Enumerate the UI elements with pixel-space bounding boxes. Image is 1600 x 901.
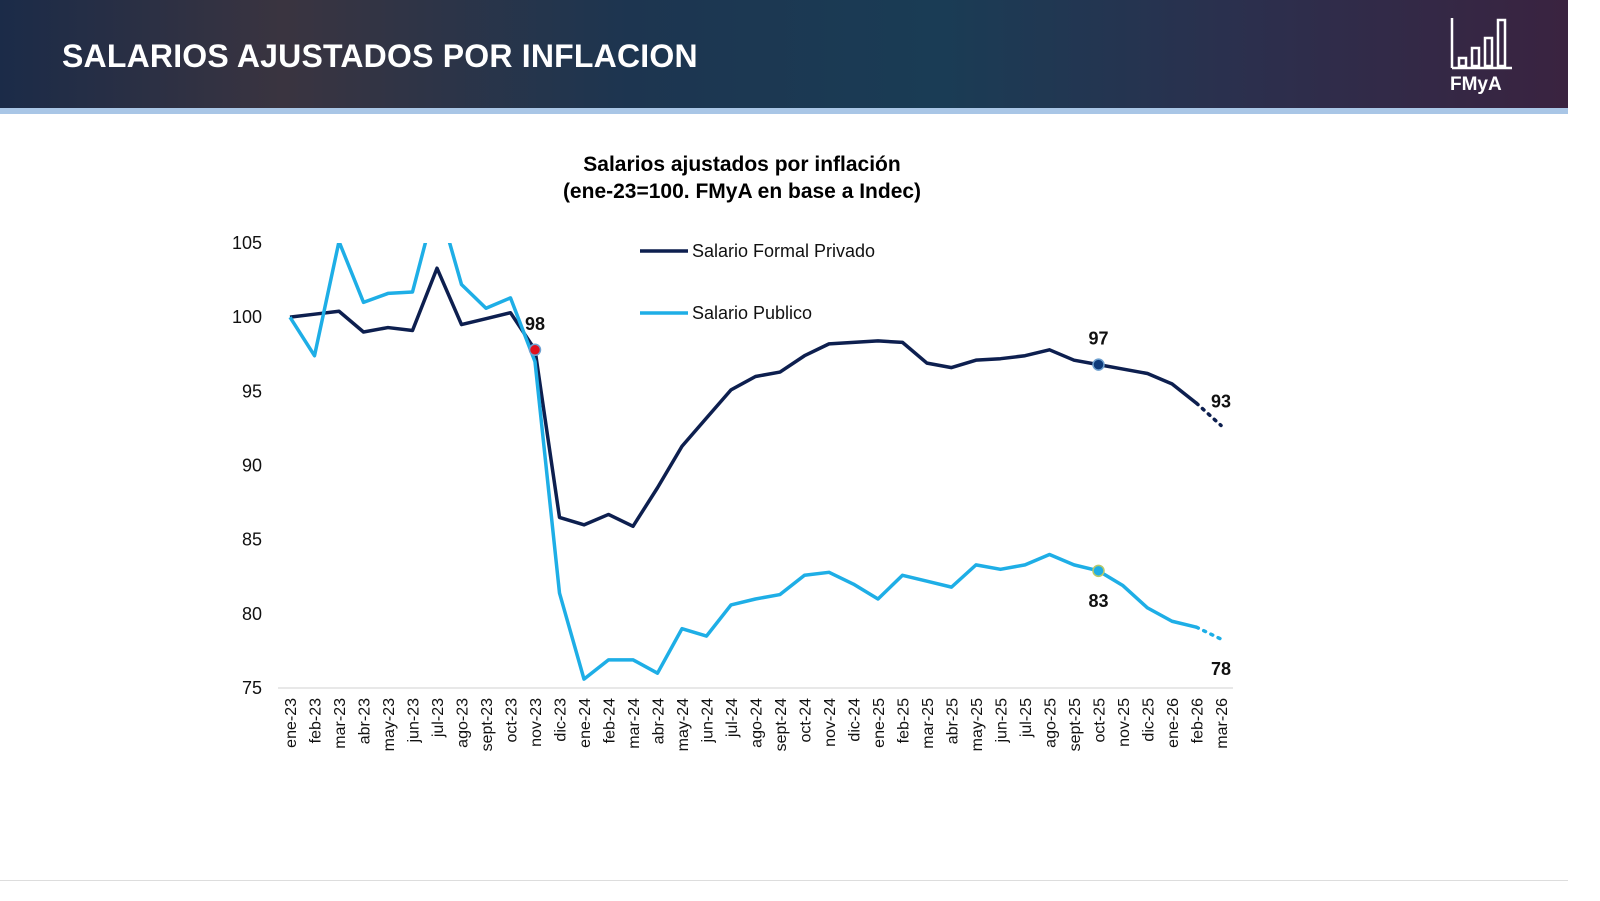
data-label: 97 — [1088, 329, 1108, 349]
x-tick-label: sept-24 — [773, 698, 790, 751]
bar-chart-icon — [1450, 18, 1512, 70]
x-tick-label: feb-23 — [308, 698, 325, 743]
legend-label: Salario Publico — [692, 303, 812, 323]
x-tick-label: nov-25 — [1116, 698, 1133, 747]
y-tick-label: 90 — [242, 456, 262, 476]
x-tick-label: jul-23 — [430, 698, 447, 738]
header-banner — [0, 0, 1568, 108]
legend-label: Salario Formal Privado — [692, 241, 875, 261]
x-tick-label: feb-25 — [896, 698, 913, 743]
x-tick-label: mar-25 — [920, 698, 937, 749]
fmya-logo: FMyA — [1446, 14, 1516, 96]
x-tick-label: oct-25 — [1092, 698, 1109, 743]
x-tick-label: oct-23 — [504, 698, 521, 743]
data-label: 98 — [525, 314, 545, 334]
series-projection-0 — [1194, 401, 1223, 428]
series-line-0 — [289, 266, 1198, 529]
y-tick-label: 105 — [232, 233, 262, 253]
chart-subtitle: (ene-23=100. FMyA en base a Indec) — [563, 180, 921, 203]
x-tick-label: jun-23 — [406, 698, 423, 744]
x-tick-label: nov-23 — [528, 698, 545, 747]
x-tick-label: ago-24 — [749, 698, 766, 748]
x-tick-label: feb-26 — [1190, 698, 1207, 743]
y-tick-label: 80 — [242, 604, 262, 624]
y-tick-label: 95 — [242, 381, 262, 401]
x-tick-label: jul-24 — [724, 698, 741, 738]
logo-text: FMyA — [1450, 74, 1502, 95]
data-label: 93 — [1211, 391, 1231, 411]
x-tick-label: ene-24 — [577, 698, 594, 748]
x-tick-label: ago-23 — [455, 698, 472, 748]
x-tick-label: ene-23 — [283, 698, 300, 748]
footer-divider — [0, 880, 1568, 881]
x-tick-label: feb-24 — [602, 698, 619, 743]
x-tick-label: dic-24 — [847, 698, 864, 742]
data-point-marker — [528, 343, 542, 357]
x-tick-label: mar-23 — [332, 698, 349, 749]
x-tick-label: may-25 — [969, 698, 986, 751]
data-label: 78 — [1211, 659, 1231, 679]
x-tick-label: sept-23 — [479, 698, 496, 751]
x-tick-label: abr-25 — [945, 698, 962, 744]
y-tick-label: 85 — [242, 530, 262, 550]
x-tick-label: ago-25 — [1043, 698, 1060, 748]
series-line-1 — [288, 243, 1197, 681]
x-tick-label: may-24 — [675, 698, 692, 751]
x-tick-label: sept-25 — [1067, 698, 1084, 751]
header-divider — [0, 108, 1568, 114]
page-title: SALARIOS AJUSTADOS POR INFLACION — [62, 38, 698, 74]
x-tick-label: jun-24 — [700, 698, 717, 744]
x-tick-label: ene-26 — [1165, 698, 1182, 748]
data-label: 83 — [1088, 591, 1108, 611]
y-tick-label: 75 — [242, 678, 262, 698]
x-tick-label: jun-25 — [994, 698, 1011, 744]
x-tick-label: abr-24 — [651, 698, 668, 744]
x-tick-label: dic-25 — [1141, 698, 1158, 742]
x-tick-label: nov-24 — [822, 698, 839, 747]
x-tick-label: mar-24 — [626, 698, 643, 749]
x-tick-label: ene-25 — [871, 698, 888, 748]
x-tick-label: abr-23 — [357, 698, 374, 744]
x-tick-label: may-23 — [381, 698, 398, 751]
x-tick-label: oct-24 — [798, 698, 815, 743]
chart-title: Salarios ajustados por inflación — [583, 153, 900, 176]
x-tick-label: jul-25 — [1018, 698, 1035, 738]
series-projection-1 — [1194, 625, 1223, 641]
y-tick-label: 100 — [232, 307, 262, 327]
data-point-marker — [1092, 564, 1105, 578]
x-tick-label: mar-26 — [1214, 698, 1231, 749]
x-tick-label: dic-23 — [553, 698, 570, 742]
data-point-marker — [1092, 358, 1105, 371]
